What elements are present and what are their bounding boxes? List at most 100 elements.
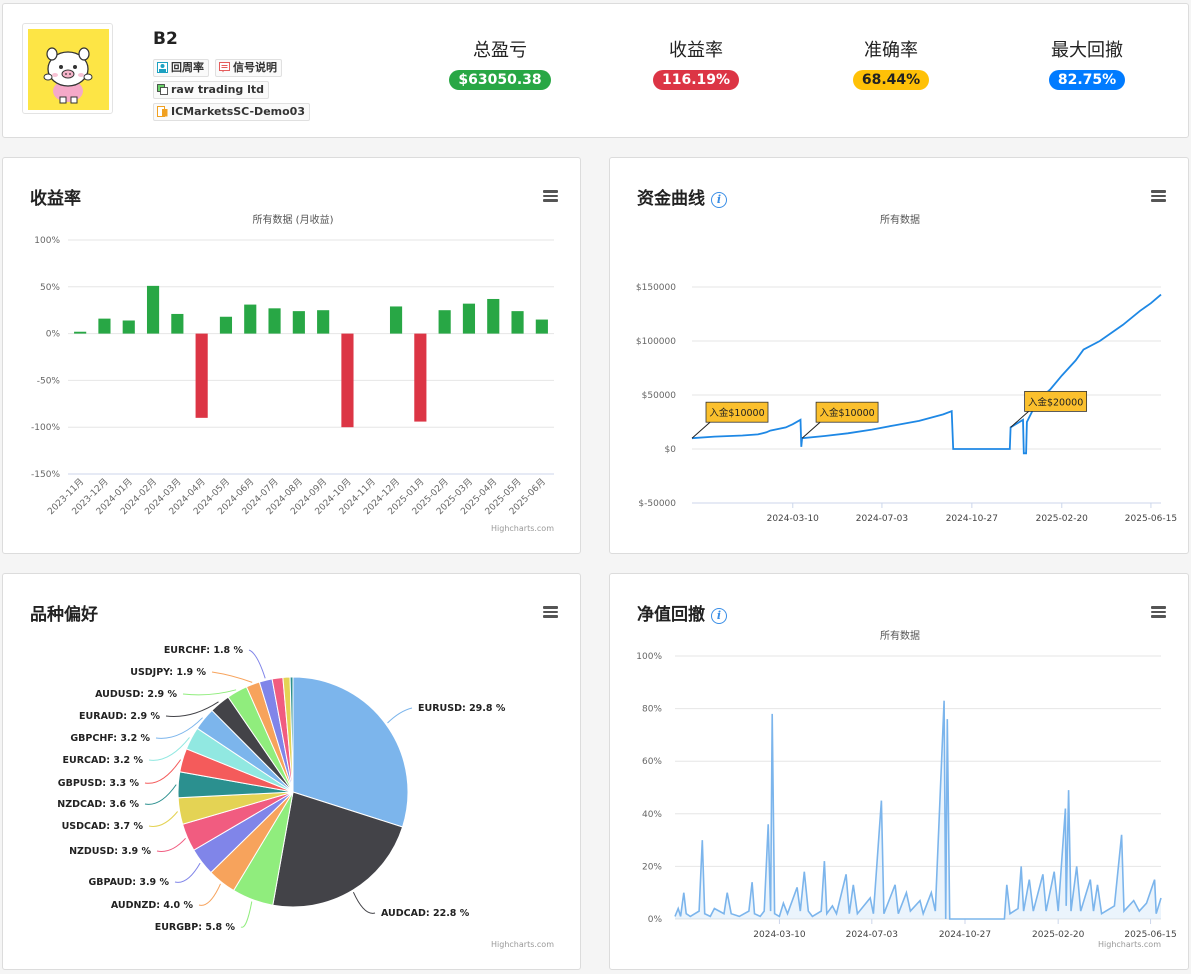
chart-subtitle: 所有数据 [880,629,920,642]
annotation-connector [691,421,711,439]
pie-label: GBPCHF: 3.2 % [70,733,150,744]
credits-link[interactable]: Highcharts.com [491,940,554,949]
x-tick-label: 2024-07-03 [846,930,898,940]
chart-subtitle: 所有数据 (月收益) [253,213,334,226]
bar [341,333,354,428]
menu-icon[interactable] [543,190,558,202]
menu-icon[interactable] [1151,190,1166,202]
bar [146,285,160,334]
y-tick-label: 0% [46,330,61,340]
profile-card: B2 回周率 信号说明 raw trading ltd ICMarketsSC-… [2,3,1189,138]
stat-label: 最大回撤 [1051,40,1123,61]
bar [171,313,184,334]
credits-link[interactable]: Highcharts.com [1098,940,1161,949]
panel-title-text: 净值回撤 [637,605,705,625]
stat-label: 收益率 [669,40,723,61]
annotation-connector [801,421,821,439]
tag-server: ICMarketsSC-Demo03 [153,103,310,121]
bar [511,311,524,334]
pie-connector [144,759,182,784]
stat-value: 68.44% [852,70,930,90]
y-tick-label: $100000 [636,337,676,347]
bar [98,318,111,334]
pie-label: EURGBP: 5.8 % [155,922,236,933]
bar [462,303,476,334]
bar [438,310,451,334]
stat-label: 总盈亏 [473,40,527,61]
panel-title-text: 资金曲线 [637,189,705,209]
y-tick-label: -150% [31,470,60,480]
bar [317,310,330,334]
bar [535,319,548,334]
pie-slice [272,791,404,908]
bar [268,308,281,334]
pie-label: EURAUD: 2.9 % [79,711,160,722]
info-icon[interactable]: i [711,192,727,208]
pie-connector [156,837,186,852]
panel-title: 品种偏好 [30,605,98,625]
menu-icon[interactable] [1151,606,1166,618]
annotation-label: 入金$10000 [709,407,764,419]
user-icon [157,62,168,73]
annotation-connector [1010,411,1029,428]
x-tick-label: 2025-02-20 [1032,930,1085,940]
equity-panel: 资金曲线 i 所有数据 $150000 $100000 $50000 $0 $-50000… [609,157,1189,554]
y-tick-label: $150000 [636,283,676,293]
bar [487,298,500,334]
x-tick-label: 2024-10-27 [946,514,998,524]
x-tick-label: 2025-06-15 [1124,930,1176,940]
pie-slice [292,676,409,828]
tag-label: ICMarketsSC-Demo03 [171,105,305,118]
y-tick-label: $0 [665,445,677,455]
pie-connector [182,689,237,696]
annotation-box [705,401,769,423]
y-tick-label: $-50000 [638,499,676,509]
pie-label: GBPUSD: 3.3 % [58,778,140,789]
pie-connector [198,883,221,906]
pie-label: AUDCAD: 22.8 % [381,908,470,919]
server-icon [157,106,168,117]
pie-label: USDCAD: 3.7 % [62,821,144,832]
annotation-label: 入金$10000 [819,407,874,419]
tag-turnover[interactable]: 回周率 [153,59,209,77]
returns-panel: 收益率 所有数据 (月收益) Highcharts.com 100% 50% 0% -… [2,157,581,554]
pie-label: USDJPY: 1.9 % [130,667,206,678]
tag-label: raw trading ltd [171,83,265,96]
equity-line [691,293,1162,455]
bar [292,311,305,334]
pie-slice [289,676,294,793]
bar [122,320,135,334]
drawdown-chart: 所有数据 Highcharts.com 100% 80% 60% 40% 20% 0% 20… [636,629,1176,949]
annotation-box [815,401,879,423]
drawdown-line [674,700,1162,920]
annotation-box [1024,390,1088,412]
pie-label: AUDUSD: 2.9 % [95,689,177,700]
y-tick-label: 100% [636,652,662,662]
bar [389,306,403,334]
pie-connector [174,862,201,883]
y-tick-label: $50000 [642,391,677,401]
pie-label: NZDUSD: 3.9 % [69,846,151,857]
bar [414,333,427,422]
stat-label: 准确率 [864,40,918,61]
panel-title: 净值回撤 i [637,600,727,625]
bar [195,333,208,418]
stat-total-pnl: 总盈亏 $63050.38 [420,36,580,90]
stat-max-drawdown: 最大回撤 82.75% [1007,36,1167,90]
y-tick-label: 100% [34,236,60,246]
pie-label: NZDCAD: 3.6 % [57,799,139,810]
tag-signal-info[interactable]: 信号说明 [215,59,282,77]
info-icon[interactable]: i [711,608,727,624]
y-tick-label: 20% [642,862,662,872]
menu-icon[interactable] [543,606,558,618]
credits-link[interactable]: Highcharts.com [491,524,554,533]
x-tick-label: 2024-03-10 [767,514,820,524]
x-tick-label: 2024-03-10 [753,930,806,940]
pie-label: EURCHF: 1.8 % [164,645,244,656]
y-tick-label: 0% [648,915,663,925]
y-tick-label: -100% [31,423,60,433]
y-tick-label: 80% [642,705,662,715]
drawdown-panel: 净值回撤 i 所有数据 Highcharts.com 100% 80% 60% 40% 2… [609,573,1189,970]
copy-icon [157,84,168,95]
pig-avatar-icon [28,29,109,110]
